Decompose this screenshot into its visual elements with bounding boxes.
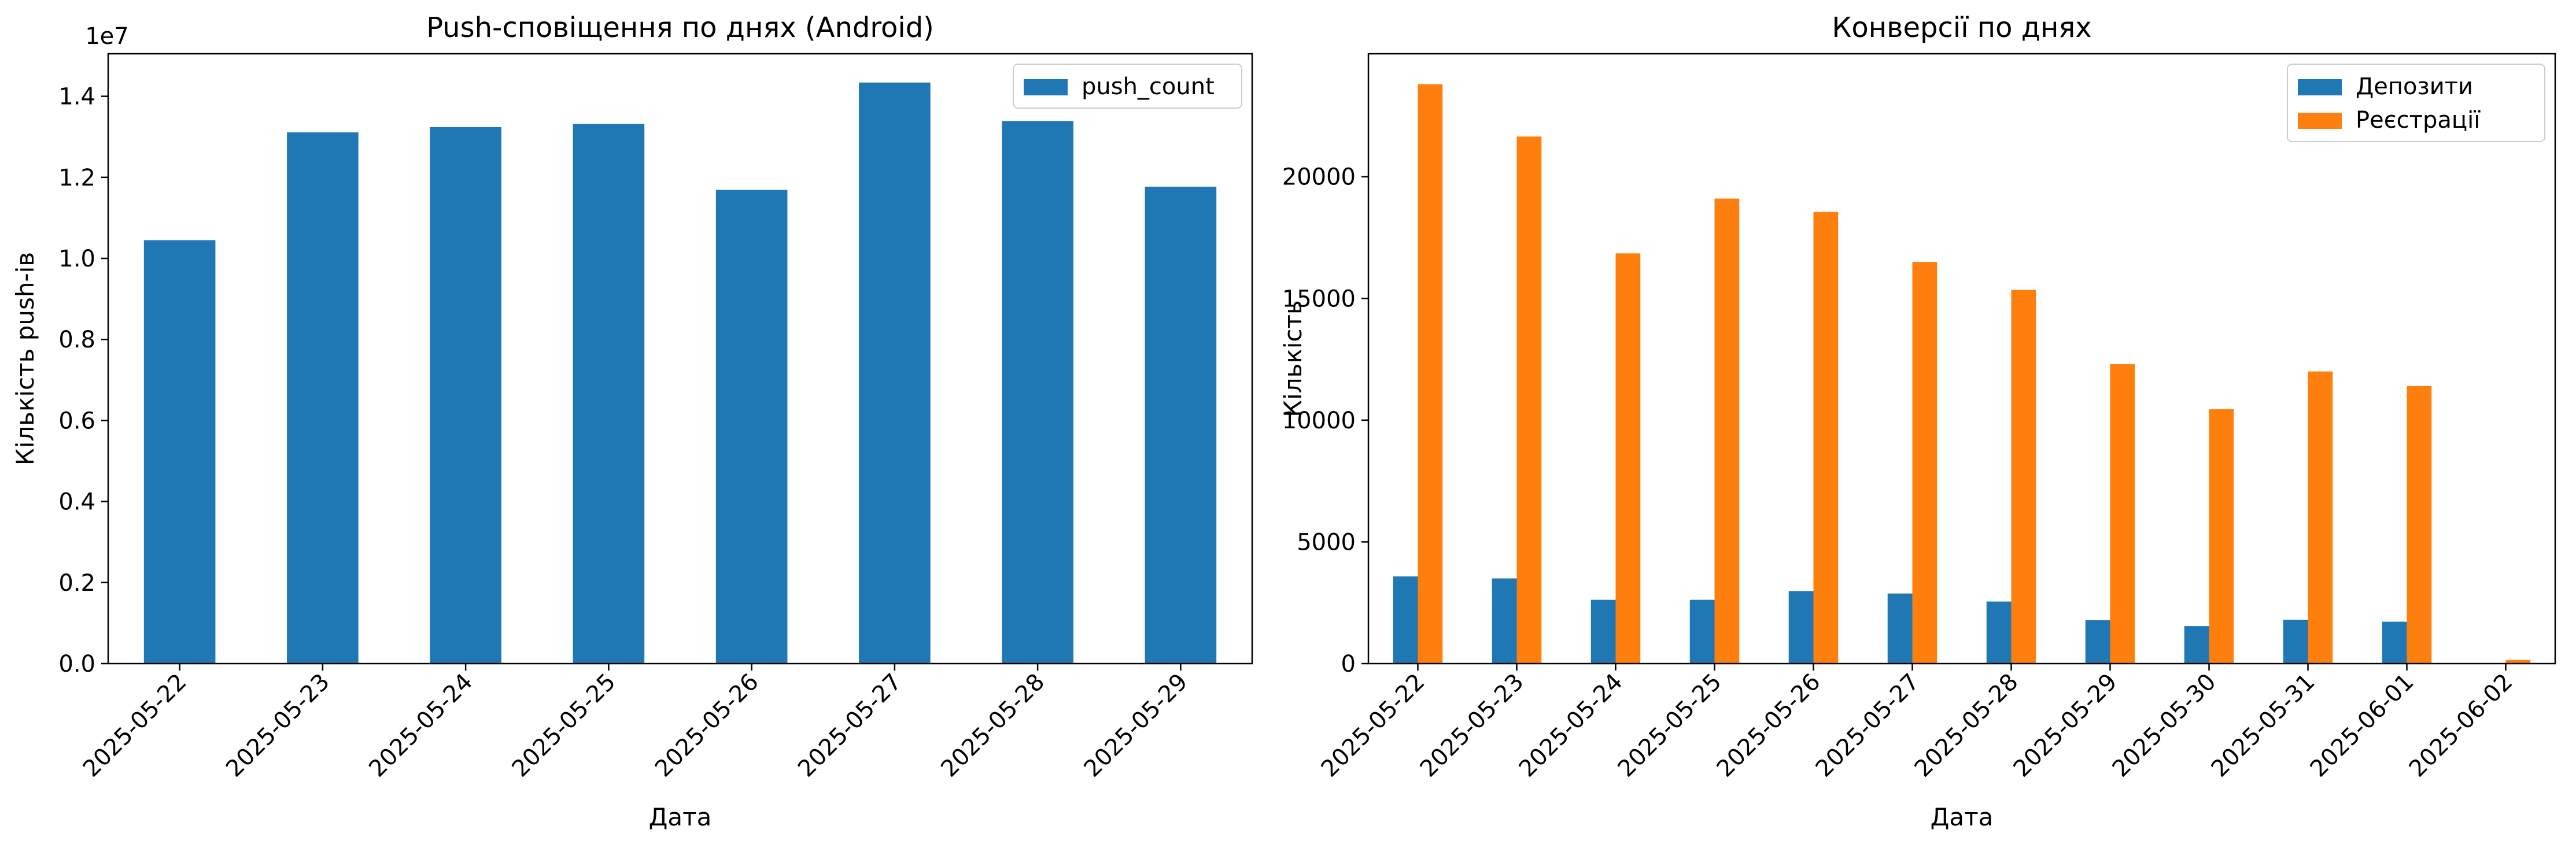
bar-2025-05-26-s0 [715,190,788,664]
bar-2025-05-31-s1 [2308,371,2333,664]
y-tick-label: 1.2 [58,165,95,191]
legend-label-0: Депозити [2356,73,2473,100]
bar-2025-05-29-s1 [2110,364,2135,664]
y-tick-label: 0.0 [58,651,95,677]
y-tick-label: 10000 [1282,408,1356,434]
bar-2025-05-25-s0 [1689,599,1715,664]
y-tick-label: 20000 [1282,164,1356,191]
legend: Депозити Реєстрації [2287,64,2545,142]
legend-swatch-0 [1024,79,1068,95]
legend-label-0: push_count [1082,73,1215,100]
y-tick-label: 0.8 [58,327,95,353]
bar-2025-06-01-s0 [2382,621,2407,664]
bar-2025-05-22-s0 [1393,576,1418,664]
chart-title: Push-сповіщення по днях (Android) [426,12,934,44]
y-tick-label: 0.6 [58,408,95,434]
y-axis-title: Кількість push-ів [11,252,39,465]
x-axis-title: Дата [649,803,712,831]
y-tick-label: 5000 [1297,529,1356,556]
plot-frame [107,53,1253,665]
y-tick-label: 15000 [1282,286,1356,312]
y-tick-label: 1.0 [58,246,95,272]
bar-2025-06-01-s1 [2407,386,2432,664]
bar-2025-05-29-s0 [1145,186,1217,664]
bar-2025-05-23-s0 [1492,578,1517,664]
bar-2025-05-29-s0 [2085,620,2110,664]
bar-2025-06-02-s1 [2505,660,2531,664]
bar-2025-05-23-s1 [1516,136,1542,664]
bar-2025-05-27-s0 [859,82,931,664]
y-tick-label: 0 [1341,651,1356,677]
bar-2025-05-24-s0 [430,127,501,664]
bar-2025-05-28-s0 [1002,121,1073,664]
y-axis-title: Кількість [1279,300,1307,417]
legend-box [1013,64,1242,109]
bar-2025-05-28-s1 [2011,290,2036,664]
bar-2025-05-28-s0 [1986,601,2012,664]
chart-title: Конверсії по днях [1832,12,2091,44]
bar-2025-05-22-s1 [1418,84,1443,664]
legend-label-1: Реєстрації [2356,107,2481,134]
legend-swatch-0 [2298,79,2342,95]
x-axis-title: Дата [1931,803,1994,831]
bar-2025-05-27-s0 [1887,593,1913,664]
bar-2025-05-26-s1 [1813,212,1839,664]
y-tick-label: 0.2 [58,570,95,597]
bar-2025-05-25-s0 [573,124,645,664]
y-tick-label: 0.4 [58,489,95,516]
bar-2025-05-26-s0 [1788,591,1814,664]
bar-2025-05-24-s0 [1590,599,1616,664]
bar-2025-05-24-s1 [1615,253,1641,664]
bar-2025-05-27-s1 [1912,262,1937,664]
bar-2025-05-25-s1 [1714,198,1740,664]
bar-2025-05-22-s0 [143,240,216,664]
legend-swatch-1 [2298,113,2342,129]
bar-2025-05-23-s0 [287,132,359,664]
bar-2025-05-31-s0 [2283,620,2308,664]
legend: push_count [1013,64,1242,109]
plot-frame [1367,53,2556,665]
bar-2025-05-30-s0 [2184,626,2209,664]
y-offset-label: 1e7 [85,23,129,50]
y-tick-label: 1.4 [58,84,95,110]
legend-box [2287,64,2545,142]
bar-2025-05-30-s1 [2209,409,2234,664]
